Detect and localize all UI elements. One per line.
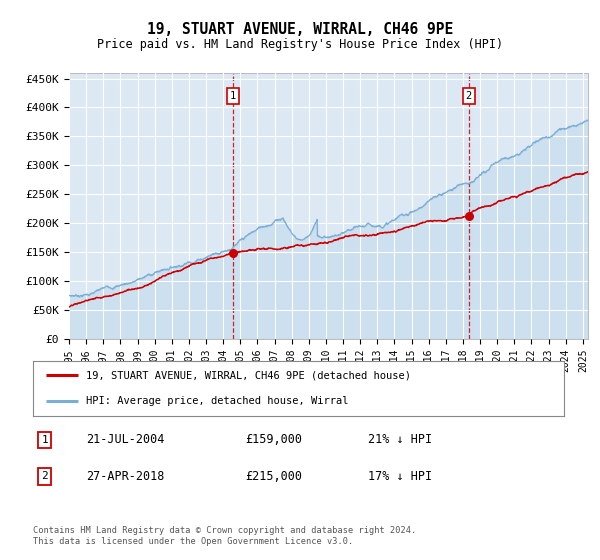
Text: 21-JUL-2004: 21-JUL-2004 [86,433,164,446]
Text: 27-APR-2018: 27-APR-2018 [86,470,164,483]
Text: 1: 1 [229,91,236,101]
Text: 21% ↓ HPI: 21% ↓ HPI [368,433,431,446]
Text: 2: 2 [41,472,48,482]
Text: 2: 2 [466,91,472,101]
Text: HPI: Average price, detached house, Wirral: HPI: Average price, detached house, Wirr… [86,396,349,405]
Text: £215,000: £215,000 [245,470,302,483]
Text: 17% ↓ HPI: 17% ↓ HPI [368,470,431,483]
Text: 19, STUART AVENUE, WIRRAL, CH46 9PE (detached house): 19, STUART AVENUE, WIRRAL, CH46 9PE (det… [86,371,411,380]
Point [228,249,238,258]
Text: Contains HM Land Registry data © Crown copyright and database right 2024.
This d: Contains HM Land Registry data © Crown c… [33,526,416,546]
Text: 19, STUART AVENUE, WIRRAL, CH46 9PE: 19, STUART AVENUE, WIRRAL, CH46 9PE [147,22,453,38]
Text: Price paid vs. HM Land Registry's House Price Index (HPI): Price paid vs. HM Land Registry's House … [97,38,503,50]
Point [464,211,473,220]
Text: £159,000: £159,000 [245,433,302,446]
Text: 1: 1 [41,435,48,445]
